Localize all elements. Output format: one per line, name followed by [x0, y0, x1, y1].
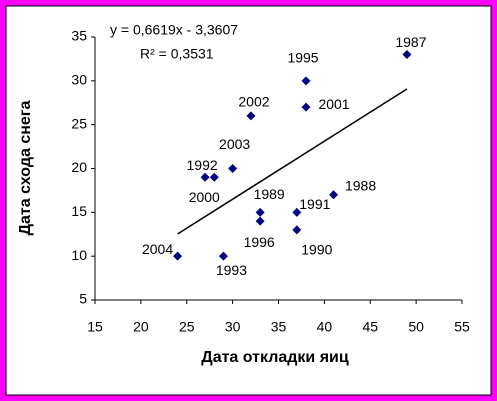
x-tick-label: 50: [408, 319, 424, 335]
point: [246, 111, 256, 121]
point-label: 2003: [219, 136, 250, 152]
point: [402, 50, 412, 60]
y-tick-label: 5: [79, 291, 87, 307]
point: [200, 172, 210, 182]
point-label: 2001: [318, 96, 349, 112]
point: [301, 76, 311, 86]
point: [292, 207, 302, 217]
point-label: 1995: [287, 50, 318, 66]
x-tick-label: 15: [87, 319, 103, 335]
y-tick-label: 35: [71, 28, 87, 44]
point: [255, 207, 265, 217]
x-tick-label: 45: [362, 319, 378, 335]
x-axis-title: Дата откладки яиц: [201, 349, 349, 366]
x-tick-label: 55: [454, 319, 470, 335]
point-label: 1991: [299, 196, 330, 212]
x-tick-label: 40: [317, 319, 333, 335]
point: [255, 216, 265, 226]
point-label: 1992: [187, 157, 218, 173]
point-label: 2002: [238, 94, 269, 110]
point-label: 1988: [345, 178, 376, 194]
point: [329, 190, 339, 200]
y-axis-title: Дата схода снега: [17, 101, 34, 236]
trend-r-squared: R² = 0,3531: [140, 46, 214, 62]
y-tick-label: 30: [71, 72, 87, 88]
x-tick-label: 30: [225, 319, 241, 335]
point: [209, 172, 219, 182]
point: [301, 102, 311, 112]
x-tick-label: 25: [179, 319, 195, 335]
point-label: 1996: [244, 234, 275, 250]
point: [228, 164, 238, 173]
y-tick-label: 10: [71, 247, 87, 263]
x-tick-label: 35: [271, 319, 287, 335]
point-label: 1989: [254, 186, 285, 202]
point-label: 1987: [395, 34, 426, 50]
y-tick-label: 15: [71, 203, 87, 219]
point: [218, 251, 228, 261]
point-label: 2000: [189, 189, 220, 205]
y-tick-label: 20: [71, 159, 87, 175]
trendline: [177, 88, 408, 235]
trend-equation: y = 0,6619x - 3,3607: [110, 22, 238, 38]
point-label: 2004: [142, 241, 173, 257]
point: [292, 225, 302, 235]
point-label: 1993: [216, 262, 247, 278]
x-tick-label: 20: [133, 319, 149, 335]
chart-area: [5, 5, 492, 396]
point: [173, 251, 183, 261]
y-tick-label: 25: [71, 115, 87, 131]
point-label: 1990: [301, 242, 332, 258]
